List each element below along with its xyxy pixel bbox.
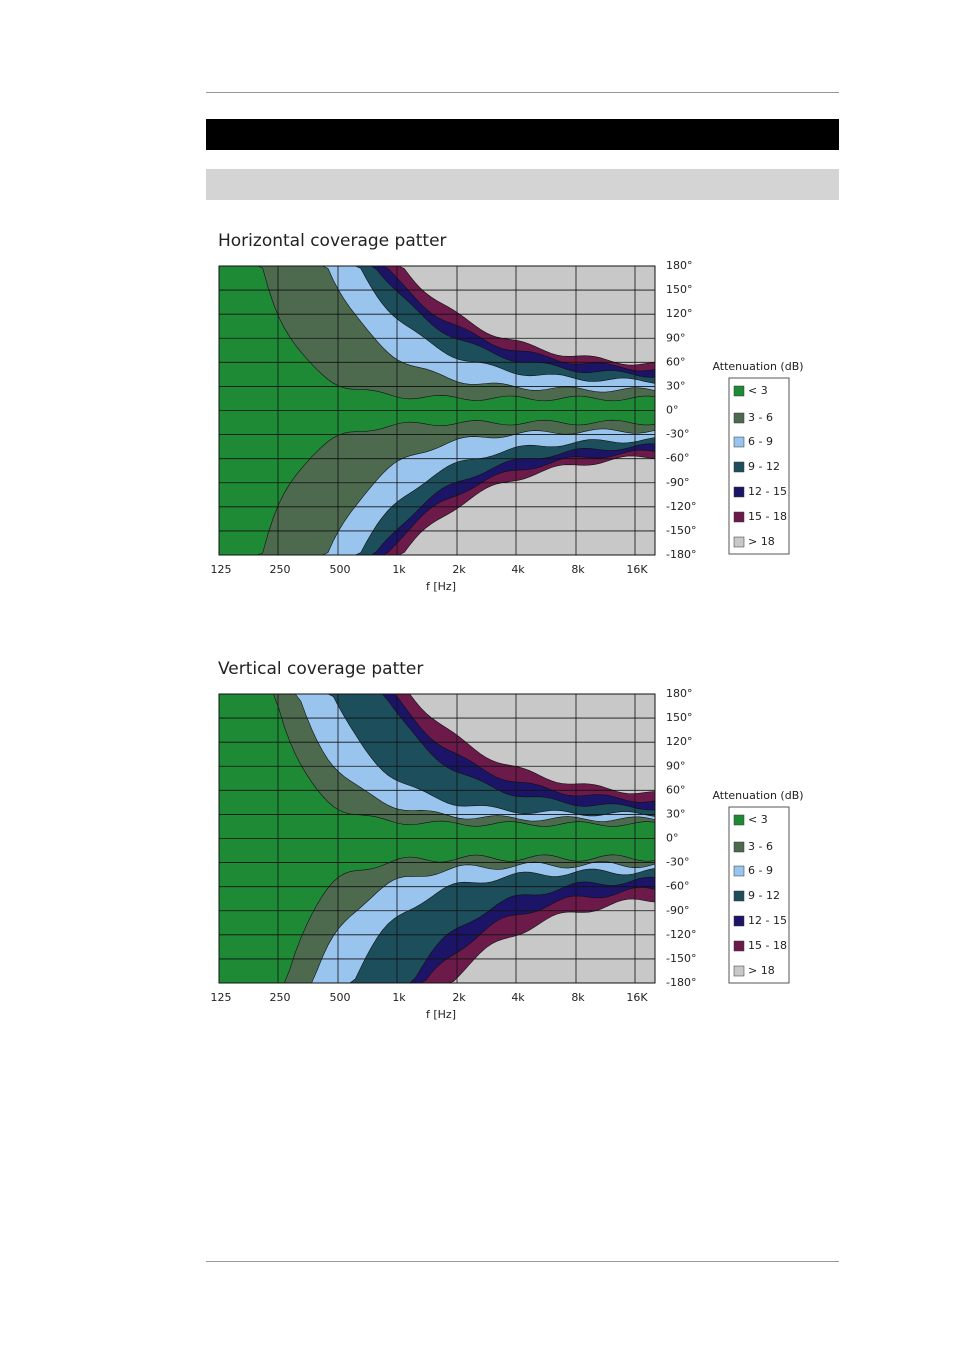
x-tick-label: 500 [330,563,351,576]
y-tick-label: 0° [666,832,679,845]
x-axis-label: f [Hz] [426,580,456,593]
plot-frame [218,265,656,556]
y-tick-label: -150° [666,952,696,965]
y-tick-label: 150° [666,283,693,296]
legend-label: 12 - 15 [748,485,787,498]
legend-swatch [733,965,745,977]
y-tick-label: 60° [666,783,686,796]
legend-swatch [733,461,745,473]
chart-title: Vertical coverage patter [218,659,423,679]
y-tick-label: 180° [666,259,693,272]
legend-label: 6 - 9 [748,864,773,877]
subsection-bar [206,169,839,200]
y-tick-label: -120° [666,500,696,513]
legend-label: < 3 [748,813,768,826]
legend-swatch [733,511,745,523]
y-tick-label: 60° [666,355,686,368]
legend-label: 9 - 12 [748,889,780,902]
legend-label: 3 - 6 [748,411,773,424]
y-tick-label: -90° [666,476,689,489]
y-tick-label: 150° [666,711,693,724]
y-tick-label: -150° [666,524,696,537]
y-tick-label: 30° [666,379,686,392]
y-tick-label: -180° [666,548,696,561]
y-tick-label: 120° [666,307,693,320]
y-tick-label: 0° [666,404,679,417]
x-tick-label: 250 [270,991,291,1004]
y-tick-label: 90° [666,331,686,344]
legend-label: > 18 [748,964,775,977]
legend-label: 9 - 12 [748,460,780,473]
legend-swatch [733,940,745,952]
x-tick-label: 8k [571,991,585,1004]
x-tick-label: 8k [571,563,585,576]
legend-title: Attenuation (dB) [712,789,803,802]
legend-label: > 18 [748,535,775,548]
legend-swatch [733,385,745,397]
y-tick-label: 180° [666,687,693,700]
y-tick-label: 30° [666,807,686,820]
x-tick-label: 1k [392,991,406,1004]
legend-label: 6 - 9 [748,435,773,448]
x-tick-label: 4k [511,563,525,576]
legend-swatch [733,865,745,877]
y-tick-label: -60° [666,452,689,465]
legend-swatch [733,841,745,853]
x-tick-label: 500 [330,991,351,1004]
y-tick-label: -30° [666,856,689,869]
chart-title: Horizontal coverage patter [218,231,447,251]
legend-title: Attenuation (dB) [712,360,803,373]
legend-swatch [733,412,745,424]
y-tick-label: -90° [666,904,689,917]
x-tick-label: 1k [392,563,406,576]
legend-swatch [733,890,745,902]
legend-swatch [733,486,745,498]
plot-frame [218,693,656,984]
x-tick-label: 16K [626,563,648,576]
x-tick-label: 2k [452,563,466,576]
x-tick-label: 16K [626,991,648,1004]
legend-label: 12 - 15 [748,914,787,927]
legend-label: 15 - 18 [748,939,787,952]
x-axis-label: f [Hz] [426,1008,456,1021]
legend-label: 3 - 6 [748,840,773,853]
x-tick-label: 250 [270,563,291,576]
x-tick-label: 2k [452,991,466,1004]
y-tick-label: -60° [666,880,689,893]
x-tick-label: 125 [211,563,232,576]
legend-swatch [733,436,745,448]
y-tick-label: -180° [666,976,696,989]
legend-swatch [733,915,745,927]
legend-swatch [733,814,745,826]
legend-label: < 3 [748,384,768,397]
legend-label: 15 - 18 [748,510,787,523]
y-tick-label: 90° [666,759,686,772]
legend-swatch [733,536,745,548]
y-tick-label: -120° [666,928,696,941]
y-tick-label: 120° [666,735,693,748]
x-tick-label: 125 [211,991,232,1004]
x-tick-label: 4k [511,991,525,1004]
section-bar [206,119,839,150]
y-tick-label: -30° [666,428,689,441]
